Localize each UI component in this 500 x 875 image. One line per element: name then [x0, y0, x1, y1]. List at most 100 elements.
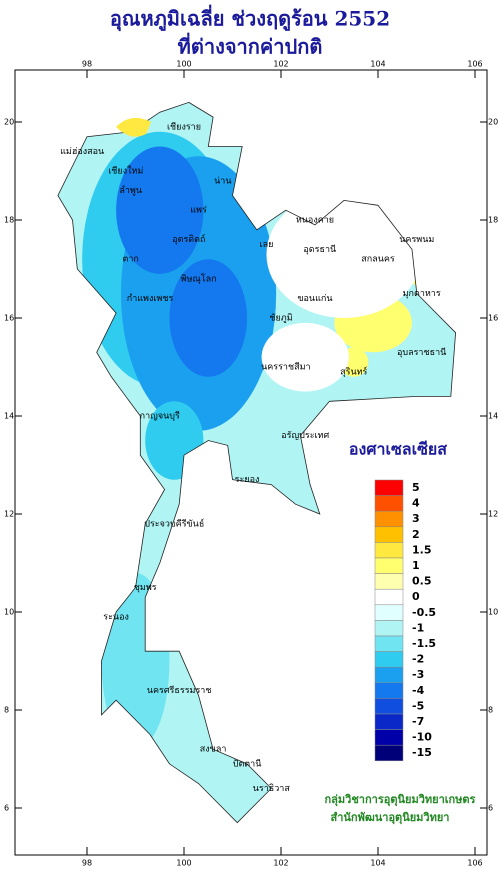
legend-swatch — [374, 620, 404, 637]
legend-label: 0 — [412, 590, 420, 603]
lon-tick-label: 106 — [467, 859, 482, 868]
legend-swatch — [374, 542, 404, 559]
place-label: อุดรธานี — [303, 244, 336, 255]
lon-tick-label: 102 — [273, 859, 288, 868]
place-label: สกลนคร — [361, 255, 395, 265]
lat-tick-label: 12 — [4, 510, 14, 519]
place-label: แม่ฮ่องสอน — [60, 147, 104, 157]
lat-tick-label: 16 — [4, 314, 14, 323]
legend-label: 1.5 — [412, 543, 432, 556]
title: อุณหภูมิเฉลี่ย ช่วงฤดูร้อน 2552 — [110, 4, 390, 33]
legend-swatch — [374, 744, 404, 762]
place-label: ระนอง — [103, 612, 129, 622]
lat-tick-label: 16 — [488, 314, 498, 323]
legend-label: 3 — [412, 512, 420, 525]
legend-label: -10 — [412, 731, 432, 744]
place-label: หนองคาย — [296, 216, 334, 226]
place-label: เชียงใหม่ — [108, 166, 143, 177]
legend-label: -5 — [412, 699, 424, 712]
shade-zone — [261, 322, 349, 392]
legend-swatch — [374, 635, 404, 652]
legend-label: 0.5 — [412, 575, 432, 588]
place-label: น่าน — [214, 176, 231, 186]
lon-tick-label: 104 — [370, 60, 385, 69]
legend-swatch — [374, 495, 404, 512]
lat-tick-label: 18 — [4, 216, 14, 225]
place-label: แพร่ — [190, 206, 207, 216]
legend-label: -15 — [412, 746, 432, 759]
legend-label: 5 — [412, 481, 420, 494]
legend-swatch — [374, 557, 404, 574]
place-label: ปัตตานี — [233, 758, 262, 769]
place-label: ประจวบคีรีขันธ์ — [144, 517, 204, 529]
legend-swatch — [374, 479, 404, 496]
legend-label: -0.5 — [412, 606, 436, 619]
legend-label: -1 — [412, 621, 424, 634]
legend-swatch — [374, 666, 404, 684]
lat-tick-label: 10 — [488, 608, 498, 617]
lon-tick-label: 104 — [370, 859, 385, 868]
lon-tick-label: 98 — [82, 859, 92, 868]
legend-swatch — [374, 651, 404, 668]
place-label: ระยอง — [235, 475, 260, 485]
place-label: นราธิวาส — [253, 783, 291, 794]
credit: กลุ่มวิชาการอุตุนิยมวิทยาเกษตร — [325, 793, 476, 807]
lat-tick-label: 20 — [488, 118, 498, 127]
legend-label: 1 — [412, 559, 420, 572]
lat-tick-label: 20 — [4, 118, 14, 127]
legend-label: 2 — [412, 528, 420, 541]
place-label: ลำพูน — [119, 185, 142, 196]
lat-tick-label: 8 — [4, 706, 9, 715]
lat-tick-label: 12 — [488, 510, 498, 519]
lat-tick-label: 10 — [4, 608, 14, 617]
lat-tick-label: 6 — [4, 804, 9, 813]
place-label: อุตรดิตถ์ — [172, 233, 205, 245]
legend-label: -2 — [412, 653, 424, 666]
lon-tick-label: 106 — [467, 60, 482, 69]
place-label: พิษณุโลก — [181, 273, 217, 284]
place-label: ชัยภูมิ — [269, 313, 292, 324]
place-label: มุกดาหาร — [403, 289, 441, 299]
legend-swatch — [374, 588, 404, 606]
legend-label: -7 — [412, 715, 424, 728]
place-label: กาญจนบุรี — [140, 411, 180, 422]
credit: สำนักพัฒนาอุตุนิยมวิทยา — [331, 811, 450, 825]
shade-zone — [169, 259, 248, 377]
legend-label: -1.5 — [412, 637, 436, 650]
legend-swatch — [374, 713, 404, 730]
place-label: ชุมพร — [134, 583, 157, 593]
place-label: อรัญประเทศ — [281, 431, 329, 441]
lon-tick-label: 98 — [82, 60, 92, 69]
legend-swatch — [374, 729, 404, 746]
yellow-patch — [116, 117, 152, 137]
place-label: นครศรีธรรมราช — [147, 685, 212, 696]
legend-label: -3 — [412, 668, 424, 681]
legend-swatch — [374, 698, 404, 715]
place-label: สุรินทร์ — [340, 365, 367, 377]
place-label: ตาก — [122, 255, 138, 265]
lat-tick-label: 14 — [4, 412, 14, 421]
legend-swatch — [374, 510, 404, 528]
legend-label: 4 — [412, 497, 420, 510]
place-label: สงขลา — [200, 745, 227, 755]
subtitle: ที่ต่างจากค่าปกติ — [178, 32, 323, 59]
legend-swatch — [374, 682, 404, 699]
place-label: นครราชสีมา — [261, 362, 310, 373]
lat-tick-label: 6 — [488, 804, 493, 813]
shade-zone — [266, 190, 422, 318]
lon-tick-label: 100 — [176, 60, 191, 69]
legend-title: องศาเซลเซียส — [349, 440, 447, 459]
country-border — [57, 101, 457, 824]
lat-tick-label: 18 — [488, 216, 498, 225]
place-label: กำแพงเพชร — [127, 293, 174, 304]
lon-tick-label: 100 — [176, 859, 191, 868]
lat-tick-label: 14 — [488, 412, 498, 421]
place-label: นครพนม — [399, 235, 434, 245]
place-label: เชียงราย — [167, 121, 201, 132]
legend-label: -4 — [412, 684, 425, 697]
legend-swatch — [374, 604, 404, 621]
lat-tick-label: 8 — [488, 706, 493, 715]
